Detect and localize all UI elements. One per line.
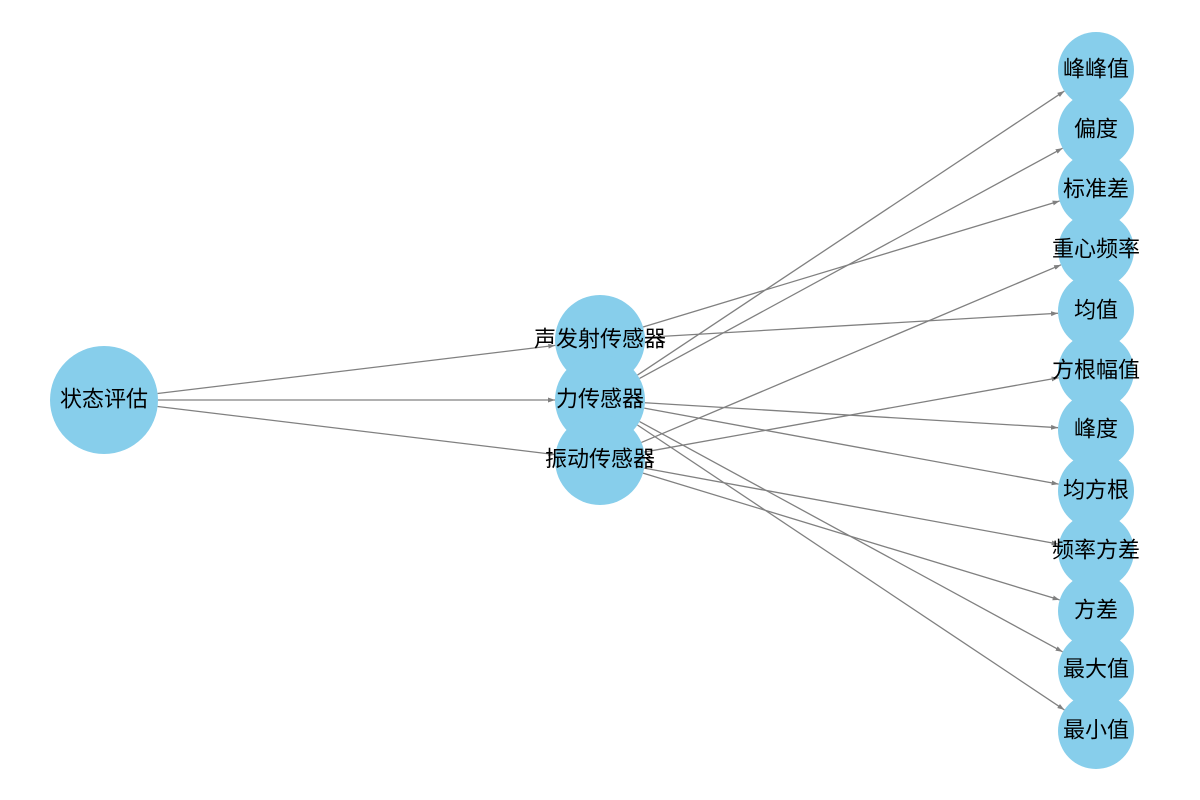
node-f_max [1058,632,1134,708]
node-f_kurt [1058,392,1134,468]
edge-vib-to-f_cf [641,264,1062,444]
edge-ae-to-f_std [642,200,1060,328]
node-f_cf [1058,212,1134,288]
node-label-root: 状态评估 [60,388,148,413]
edge-force-to-f_skew [639,147,1063,380]
edges-layer [157,90,1065,711]
node-circles [50,32,1134,769]
node-vib [555,415,645,505]
edge-force-to-f_ptp [637,90,1065,376]
node-f_sra [1058,333,1134,409]
node-label-f_sra: 方根幅值 [1052,359,1140,384]
node-label-f_skew: 偏度 [1074,118,1118,143]
edge-ae-to-f_mean [644,311,1059,339]
edge-root-to-ae [157,343,556,395]
node-label-force: 力传感器 [556,388,644,413]
node-label-f_cf: 重心频率 [1052,238,1140,263]
node-root [50,346,158,454]
node-f_var [1058,573,1134,649]
node-f_mean [1058,273,1134,349]
node-label-f_var: 方差 [1074,599,1118,624]
node-label-f_min: 最小值 [1063,719,1129,744]
node-label-f_ptp: 峰峰值 [1063,58,1129,83]
edge-vib-to-f_fv [644,467,1059,546]
node-label-ae: 声发射传感器 [534,328,666,353]
node-label-f_rms: 均方根 [1063,479,1129,504]
node-f_ptp [1058,32,1134,108]
edge-root-to-vib [157,405,556,457]
node-f_fv [1058,513,1134,589]
node-f_skew [1058,92,1134,168]
node-f_rms [1058,453,1134,529]
node-label-f_mean: 均值 [1074,299,1118,324]
node-label-f_max: 最大值 [1063,658,1129,683]
node-f_std [1058,152,1134,228]
node-label-f_kurt: 峰度 [1074,418,1118,443]
edge-force-to-f_min [637,424,1065,711]
node-f_min [1058,693,1134,769]
node-label-vib: 振动传感器 [545,448,655,473]
edge-vib-to-f_sra [644,376,1059,453]
node-label-f_std: 标准差 [1063,178,1129,203]
edge-vib-to-f_var [642,472,1060,601]
edge-force-to-f_rms [644,407,1059,486]
node-label-f_fv: 频率方差 [1052,539,1140,564]
